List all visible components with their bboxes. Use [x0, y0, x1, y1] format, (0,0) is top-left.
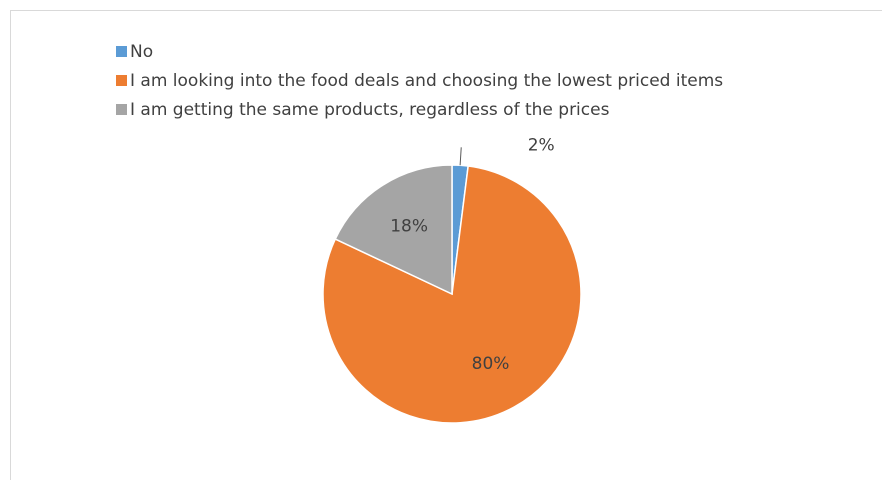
chart-area — [10, 10, 882, 480]
data-label-lowest-priced: 80% — [472, 354, 510, 374]
legend-label-lowest-priced: I am looking into the food deals and cho… — [130, 70, 724, 91]
legend-item-lowest-priced: I am looking into the food deals and cho… — [116, 66, 723, 95]
legend-label-no: No — [130, 41, 154, 62]
pie-chart: 2% 80% 18% — [322, 135, 582, 424]
leader-line-no — [459, 147, 462, 166]
legend-swatch-no — [116, 46, 127, 57]
legend: No I am looking into the food deals and … — [116, 37, 723, 124]
pie-slice-same-products — [334, 164, 453, 296]
legend-item-same-products: I am getting the same products, regardle… — [116, 95, 723, 124]
legend-item-no: No — [116, 37, 723, 66]
data-label-same-products: 18% — [390, 216, 428, 236]
legend-swatch-same-products — [116, 104, 127, 115]
data-label-no: 2% — [528, 135, 555, 155]
legend-swatch-lowest-priced — [116, 75, 127, 86]
legend-label-same-products: I am getting the same products, regardle… — [130, 99, 610, 120]
